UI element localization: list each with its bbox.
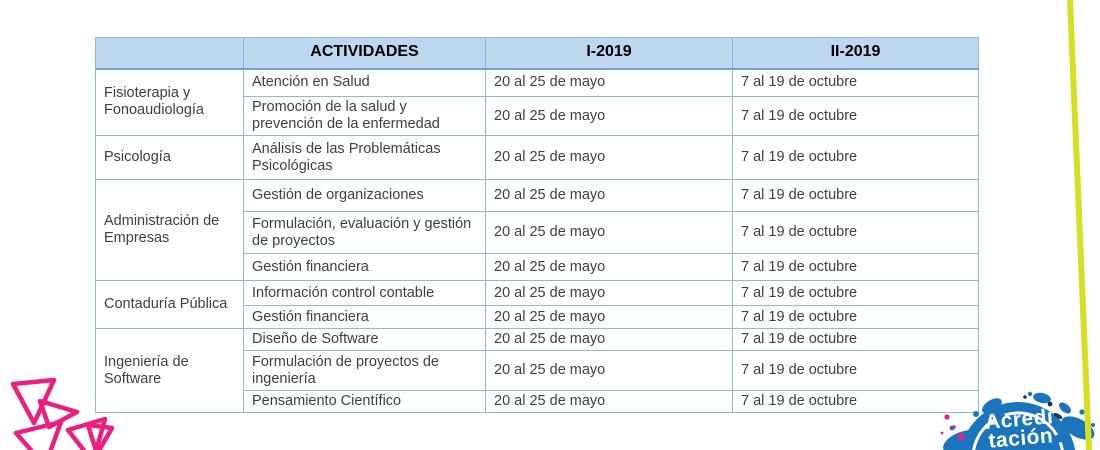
- table-row: Formulación de proyectos de ingeniería 2…: [96, 350, 979, 392]
- activity-cell: Diseño de Software: [243, 328, 486, 352]
- activity-cell: Formulación, evaluación y gestión de pro…: [243, 211, 486, 255]
- term2-cell: 7 al 19 de octubre: [732, 350, 979, 392]
- term2-cell: 7 al 19 de octubre: [732, 135, 979, 181]
- term1-cell: 20 al 25 de mayo: [485, 135, 733, 181]
- program-cell: Ingeniería de Software: [95, 328, 244, 414]
- term2-cell: 7 al 19 de octubre: [732, 280, 979, 307]
- term1-cell: 20 al 25 de mayo: [485, 95, 733, 137]
- column-header-term1: I-2019: [485, 37, 733, 70]
- activity-cell: Formulación de proyectos de ingeniería: [243, 350, 486, 392]
- table-row: Contaduría Pública Información control c…: [95, 280, 979, 330]
- term2-cell: 7 al 19 de octubre: [732, 390, 979, 414]
- activity-cell: Análisis de las Problemáticas Psicológic…: [243, 135, 486, 181]
- program-cell: Administración de Empresas: [95, 179, 244, 282]
- activity-cell: Promoción de la salud y prevención de la…: [243, 95, 486, 137]
- table-row: Formulación, evaluación y gestión de pro…: [96, 211, 979, 255]
- column-header-program: [95, 37, 244, 70]
- term2-cell: 7 al 19 de octubre: [732, 253, 979, 282]
- logo-text-line1: Acredi: [984, 405, 1055, 434]
- table-row: Pensamiento Científico 20 al 25 de mayo …: [96, 390, 979, 414]
- table-row: Administración de Empresas Gestión de or…: [95, 179, 979, 282]
- term2-cell: 7 al 19 de octubre: [732, 68, 979, 97]
- table-row: Promoción de la salud y prevención de la…: [96, 95, 979, 137]
- term2-cell: 7 al 19 de octubre: [732, 305, 979, 330]
- term2-cell: 7 al 19 de octubre: [732, 179, 979, 213]
- term1-cell: 20 al 25 de mayo: [485, 68, 733, 97]
- term1-cell: 20 al 25 de mayo: [485, 305, 733, 330]
- table-row: Gestión financiera 20 al 25 de mayo 7 al…: [96, 253, 979, 282]
- activity-cell: Pensamiento Científico: [243, 390, 486, 414]
- program-cell: Fisioterapia y Fonoaudiología: [95, 67, 244, 137]
- table-row: Ingeniería de Software Diseño de Softwar…: [95, 328, 979, 414]
- term1-cell: 20 al 25 de mayo: [485, 328, 733, 352]
- schedule-table: ACTIVIDADES I-2019 II-2019 Fisioterapia …: [95, 37, 979, 414]
- term1-cell: 20 al 25 de mayo: [485, 211, 733, 255]
- header-row: ACTIVIDADES I-2019 II-2019: [95, 37, 979, 70]
- column-header-term2: II-2019: [732, 37, 979, 70]
- term1-cell: 20 al 25 de mayo: [485, 253, 733, 282]
- column-header-activities: ACTIVIDADES: [243, 37, 486, 70]
- term1-cell: 20 al 25 de mayo: [485, 179, 733, 213]
- logo-text-line2: tación: [987, 424, 1055, 450]
- activity-cell: Gestión de organizaciones: [243, 179, 486, 213]
- activity-cell: Gestión financiera: [243, 305, 486, 330]
- term1-cell: 20 al 25 de mayo: [485, 390, 733, 414]
- term2-cell: 7 al 19 de octubre: [732, 328, 979, 352]
- activity-cell: Información control contable: [243, 280, 486, 307]
- term1-cell: 20 al 25 de mayo: [485, 350, 733, 392]
- activity-cell: Atención en Salud: [243, 68, 486, 97]
- program-cell: Contaduría Pública: [95, 280, 244, 330]
- table-row: Fisioterapia y Fonoaudiología Atención e…: [95, 67, 979, 137]
- table-row: Psicología Análisis de las Problemáticas…: [95, 135, 979, 181]
- activity-cell: Gestión financiera: [243, 253, 486, 282]
- program-cell: Psicología: [95, 135, 244, 181]
- term2-cell: 7 al 19 de octubre: [732, 211, 979, 255]
- term2-cell: 7 al 19 de octubre: [732, 95, 979, 137]
- term1-cell: 20 al 25 de mayo: [485, 280, 733, 307]
